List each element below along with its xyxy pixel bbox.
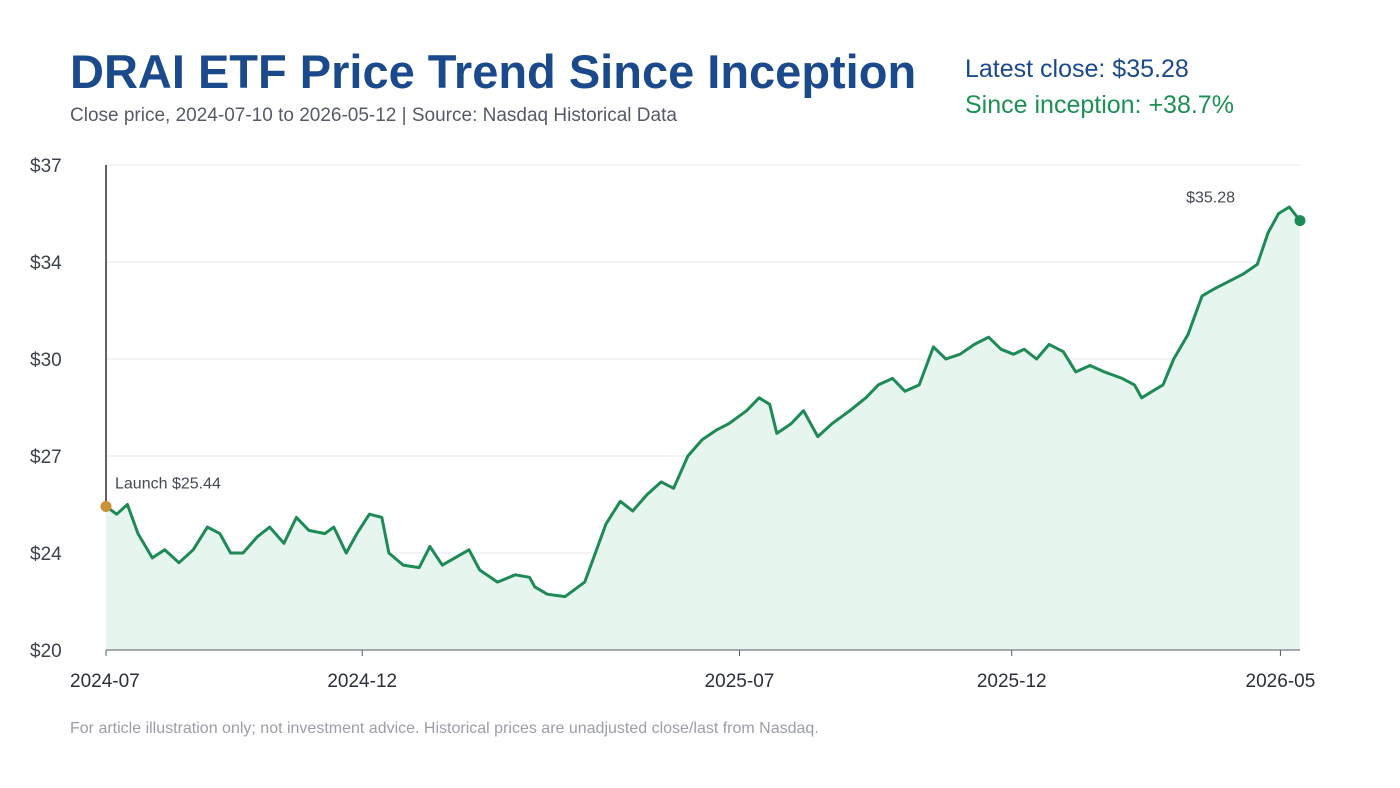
y-tick-label: $20 xyxy=(30,641,62,662)
price-line xyxy=(105,205,1302,599)
since-inception-label: Since inception: +38.7% xyxy=(965,91,1234,119)
chart-subtitle: Close price, 2024-07-10 to 2026-05-12 | … xyxy=(70,105,677,126)
latest-label: $35.28 xyxy=(1186,190,1235,207)
y-axis: $20 $24 $27 $30 $34 $37 xyxy=(30,156,62,662)
x-tick-label: 2024-12 xyxy=(327,671,397,692)
x-tick-label: 2024-07 xyxy=(70,671,140,692)
y-tick-label: $24 xyxy=(30,544,62,565)
x-tick-label: 2026-05 xyxy=(1246,671,1316,692)
x-tick-label: 2025-12 xyxy=(977,671,1047,692)
y-tick-label: $34 xyxy=(30,253,62,274)
y-tick-label: $27 xyxy=(30,447,62,468)
chart-title: DRAI ETF Price Trend Since Inception xyxy=(70,45,917,98)
y-tick-label: $37 xyxy=(30,156,62,177)
annotations: Launch $25.44 $35.28 xyxy=(100,190,1306,512)
x-tick-label: 2025-07 xyxy=(705,671,775,692)
latest-close-label: Latest close: $35.28 xyxy=(965,55,1189,83)
price-area-fill xyxy=(106,207,1300,650)
launch-label: Launch $25.44 xyxy=(115,475,221,492)
footnote: For article illustration only; not inves… xyxy=(70,720,819,737)
latest-marker xyxy=(1294,215,1306,227)
y-tick-label: $30 xyxy=(30,350,62,371)
launch-marker xyxy=(100,500,112,512)
x-axis: 2024-07 2024-12 2025-07 2025-12 2026-05 xyxy=(70,650,1315,692)
